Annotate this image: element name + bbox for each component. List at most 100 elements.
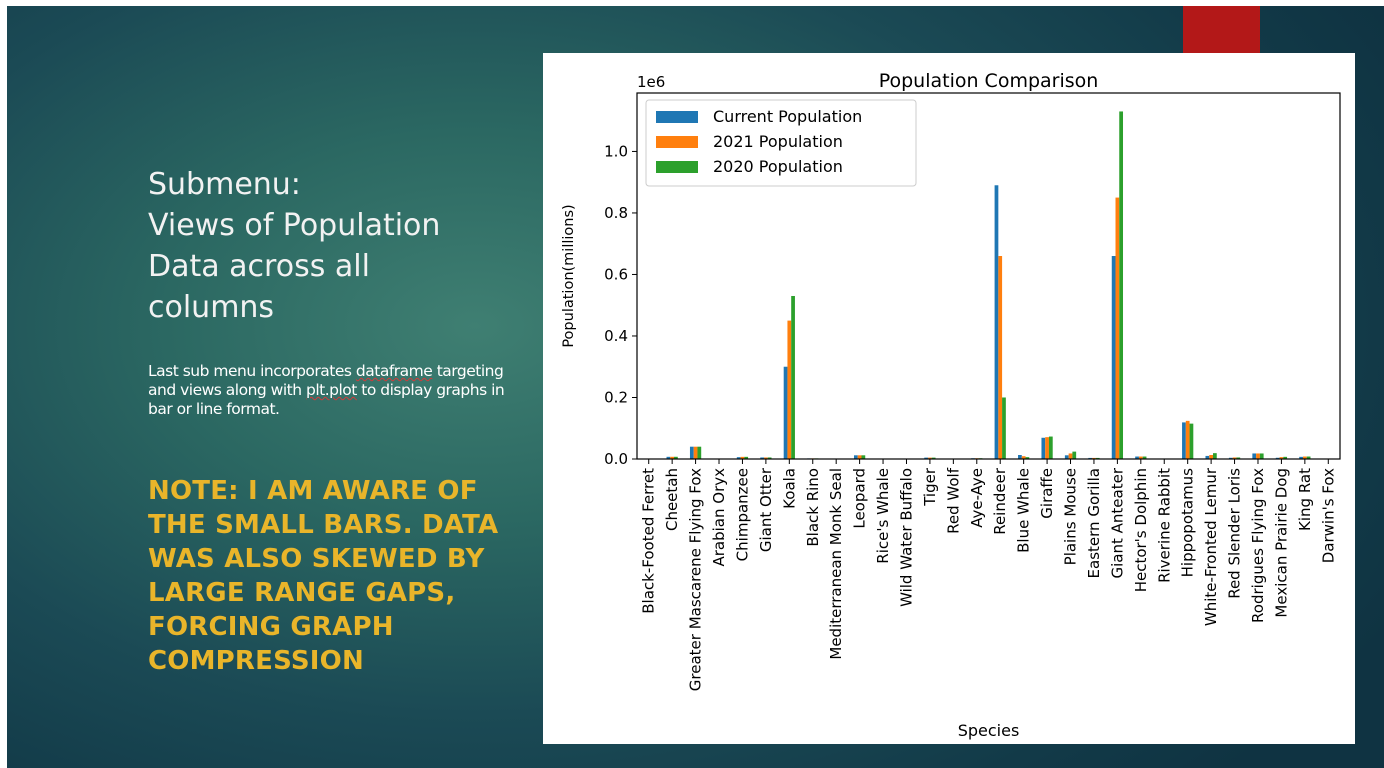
bar-3 — [1002, 397, 1006, 459]
bar-1 — [1064, 455, 1069, 459]
bar-3 — [1025, 457, 1030, 459]
slide-title: Submenu: Views of Population Data across… — [148, 164, 508, 328]
x-tick-label: Blue Whale — [1015, 468, 1033, 553]
x-tick-label: Riverine Rabbit — [1155, 468, 1173, 583]
bar-2 — [928, 457, 932, 459]
legend-box — [645, 99, 917, 187]
x-tick-label: Black Rino — [804, 468, 822, 547]
x-tick-label: Greater Mascarene Flying Fox — [687, 468, 705, 691]
bar-1 — [1299, 456, 1303, 459]
bar-3 — [1306, 456, 1311, 459]
bar-2 — [1068, 453, 1073, 459]
title-line: columns — [148, 290, 275, 325]
bar-3 — [1119, 111, 1124, 459]
legend-swatch — [656, 161, 698, 173]
legend-label: 2021 Population — [713, 132, 843, 151]
bar-3 — [767, 457, 772, 459]
bar-3 — [1283, 456, 1288, 459]
x-tick-label: Leopard — [851, 468, 869, 529]
note-text: NOTE: I AM AWARE OF THE SMALL BARS. DATA… — [148, 476, 499, 676]
bar-3 — [1048, 436, 1053, 459]
bar-3 — [791, 295, 795, 459]
bar-2 — [1185, 420, 1190, 459]
bar-2 — [693, 446, 698, 459]
x-tick-label: Black-Footed Ferret — [640, 468, 658, 614]
x-tick-label: Rodrigues Flying Fox — [1249, 468, 1267, 623]
body-text-pltplot: plt.plot — [305, 381, 357, 399]
body-text-dataframe: dataframe — [355, 362, 433, 380]
bar-3 — [1189, 423, 1194, 459]
legend-label: Current Population — [713, 107, 862, 126]
x-tick-label: Hippopotamus — [1179, 468, 1197, 578]
bar-1 — [1041, 437, 1046, 459]
y-tick-label: 1.0 — [604, 142, 628, 160]
bar-3 — [861, 455, 866, 459]
bar-3 — [1259, 453, 1264, 459]
bar-1 — [736, 457, 741, 459]
x-tick-label: Giant Anteater — [1108, 467, 1126, 578]
bar-2 — [764, 457, 768, 459]
bar-1 — [1228, 457, 1233, 459]
title-line: Data across all — [148, 249, 370, 284]
accent-bar — [1183, 6, 1260, 53]
x-tick-label: Mexican Prairie Dog — [1272, 468, 1290, 618]
bar-2 — [1302, 456, 1307, 459]
bar-2 — [1045, 437, 1049, 459]
bar-2 — [857, 455, 862, 459]
title-line: Views of Population — [148, 208, 441, 243]
x-tick-label: Koala — [780, 468, 798, 509]
bar-3 — [697, 446, 702, 459]
bar-1 — [853, 455, 858, 459]
bar-1 — [1275, 457, 1280, 459]
bar-2 — [1138, 456, 1143, 459]
x-tick-label: Eastern Gorilla — [1085, 468, 1103, 578]
y-tick-label: 0.4 — [604, 327, 628, 345]
body-text-part: targeting and views along with — [148, 362, 504, 399]
x-tick-label: Reindeer — [991, 467, 1009, 535]
bar-2 — [670, 456, 675, 459]
y-tick-label: 0.2 — [604, 388, 628, 406]
bar-2 — [998, 256, 1003, 459]
legend-label: 2020 Population — [713, 157, 843, 176]
bar-3 — [1142, 456, 1147, 459]
bar-2 — [1115, 197, 1120, 460]
x-tick-label: Red Slender Loris — [1226, 468, 1244, 599]
bar-3 — [1212, 453, 1217, 459]
bar-1 — [1182, 422, 1186, 459]
plot-frame — [636, 92, 1341, 460]
x-tick-label: Red Wolf — [944, 467, 962, 534]
x-tick-label: Arabian Oryx — [710, 468, 728, 567]
x-tick-label: Darwin's Fox — [1319, 468, 1337, 563]
x-tick-label: Aye-Aye — [968, 468, 986, 528]
bar-1 — [1018, 455, 1022, 459]
bar-1 — [1252, 453, 1257, 459]
x-tick-label: White-Fronted Lemur — [1202, 467, 1220, 626]
chart-title: Population Comparison — [879, 70, 1099, 92]
x-tick-label: Cheetah — [663, 468, 681, 531]
legend-swatch — [656, 111, 698, 123]
bar-3 — [1236, 457, 1241, 459]
bar-1 — [1111, 256, 1116, 459]
bar-2 — [1209, 455, 1213, 459]
population-chart: Population Comparison 1e6 0.0 0.2 0.4 0.6 0.8 1… — [561, 70, 1341, 740]
body-text-part: to display graphs in bar or line format. — [148, 381, 505, 418]
bar-3 — [744, 456, 749, 459]
title-line: Submenu: — [148, 167, 301, 202]
bar-2 — [1279, 457, 1284, 459]
x-tick-label: Wild Water Buffalo — [897, 468, 915, 607]
y-tick-label: 0.6 — [604, 265, 628, 283]
bar-1 — [1205, 455, 1210, 459]
bar-2 — [1232, 457, 1237, 459]
x-tick-label: King Rat — [1296, 468, 1314, 531]
x-axis-label: Species — [958, 721, 1020, 740]
bar-1 — [760, 457, 765, 459]
x-tick-label: Hector's Dolphin — [1132, 468, 1150, 592]
y-tick-label: 0.0 — [604, 450, 628, 468]
bar-2 — [787, 320, 792, 459]
bar-2 — [740, 456, 745, 459]
x-tick-label: Mediterranean Monk Seal — [827, 468, 845, 660]
y-offset-label: 1e6 — [637, 73, 665, 91]
x-tick-label: Plains Mouse — [1062, 468, 1080, 565]
legend-swatch — [656, 136, 698, 148]
bar-2 — [1021, 456, 1026, 459]
